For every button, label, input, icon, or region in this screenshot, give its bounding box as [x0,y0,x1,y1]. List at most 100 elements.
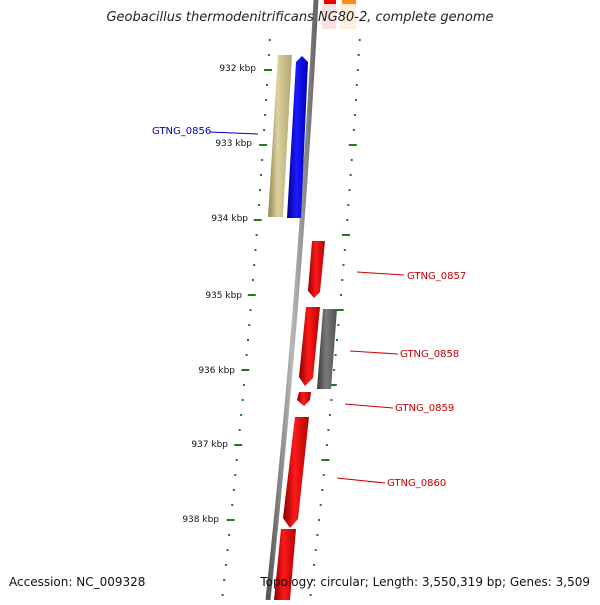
tick-label: 935 kbp [205,291,242,301]
minor-tick-mark [264,114,267,116]
minor-tick-mark [223,579,226,581]
gene-label-gtng-0858[interactable]: GTNG_0858 [400,349,459,360]
minor-tick-mark [257,204,260,206]
minor-tick-mark [228,534,231,536]
gene-gtng-0856-shape [287,56,308,218]
major-tick-mark [247,294,256,296]
minor-tick-mark [342,264,345,266]
major-tick-mark [226,519,235,521]
minor-tick-mark [254,249,257,251]
left-tick-track [221,39,272,596]
minor-tick-mark [328,414,331,416]
minor-tick-mark [261,159,264,161]
gene-label-gtng-0857[interactable]: GTNG_0857 [407,271,466,282]
gene-label-gtng-0856[interactable]: GTNG_0856 [152,126,211,137]
minor-tick-mark [245,354,248,356]
minor-tick-mark [240,414,243,416]
minor-tick-mark [334,354,337,356]
minor-tick-mark [316,534,319,536]
minor-tick-mark [358,39,361,41]
top-feature-red [324,0,336,4]
minor-tick-mark [263,129,266,131]
tick-label: 934 kbp [211,214,248,224]
minor-tick-mark [347,204,350,206]
major-tick-mark [335,309,344,311]
minor-tick-mark [221,594,224,596]
accession-text: Accession: NC_009328 [9,575,146,589]
genome-backbone [265,0,319,601]
right-tick-track [309,39,361,596]
minor-tick-mark [232,489,235,491]
minor-tick-mark [260,174,262,176]
minor-tick-mark [255,234,258,236]
major-tick-mark [348,144,357,146]
bottom-red-feature [274,529,296,600]
minor-tick-mark [325,444,328,446]
tick-labels: 932 kbp 933 kbp 934 kbp 935 kbp 936 kbp … [182,64,256,525]
gene-gtng-0858-shape [299,307,320,386]
minor-tick-mark [314,549,317,551]
top-feature-pink [322,4,336,29]
top-feature-peach [340,4,356,29]
gene-gtng-0859-leader [344,403,394,409]
minor-tick-mark [357,54,360,56]
minor-tick-mark [327,429,330,431]
major-tick-mark [328,384,337,386]
minor-tick-mark [266,84,268,86]
major-tick-mark [342,234,350,236]
minor-tick-mark [354,99,357,101]
minor-tick-mark [318,519,320,521]
minor-tick-mark [343,249,346,251]
minor-tick-mark [265,99,268,101]
gene-gtng-0857-shape [308,241,325,298]
minor-tick-mark [330,399,333,401]
minor-tick-mark [353,114,356,116]
minor-tick-mark [234,474,237,476]
minor-tick-mark [313,564,315,566]
minor-tick-mark [253,264,256,266]
minor-tick-mark [319,504,322,506]
tick-label: 933 kbp [215,139,252,149]
minor-tick-mark [224,564,227,566]
gene-gtng-0860-leader [336,477,386,484]
tick-label: 938 kbp [182,515,219,525]
major-tick-mark [253,219,262,221]
minor-tick-mark [249,309,252,311]
minor-tick-mark [231,504,234,506]
tick-label: 936 kbp [198,366,235,376]
minor-tick-mark [311,579,314,581]
gene-gtng-0856-leader [209,131,259,135]
major-tick-mark [241,369,250,371]
minor-tick-mark [352,129,355,131]
minor-tick-mark [349,174,352,176]
minor-tick-mark [346,219,349,221]
gene-label-gtng-0860[interactable]: GTNG_0860 [387,478,446,489]
minor-tick-mark [238,429,241,431]
gene-gtng-0859-shape [297,392,311,406]
minor-tick-mark [321,489,324,491]
major-tick-mark [264,69,272,71]
minor-tick-mark [226,549,229,551]
minor-tick-mark [252,279,254,281]
gene-gtng-0857-leader [356,271,405,276]
minor-tick-mark [248,324,251,326]
major-tick-mark [234,444,243,446]
minor-tick-mark [322,474,325,476]
gene-gtng-0858-leader [349,350,399,355]
minor-tick-mark [267,54,270,56]
minor-tick-mark [355,84,358,86]
gray-feature [317,309,337,389]
minor-tick-mark [333,369,336,371]
minor-tick-mark [340,294,342,296]
tick-label: 932 kbp [219,64,256,74]
genome-summary-text: Topology: circular; Length: 3,550,319 bp… [260,575,590,589]
minor-tick-mark [259,189,261,191]
minor-tick-mark [242,384,245,386]
map-title: Geobacillus thermodenitrificans NG80-2, … [106,10,494,25]
gene-label-gtng-0859[interactable]: GTNG_0859 [395,403,454,414]
minor-tick-mark [241,399,244,401]
minor-tick-mark [235,459,238,461]
major-tick-mark [259,144,268,146]
